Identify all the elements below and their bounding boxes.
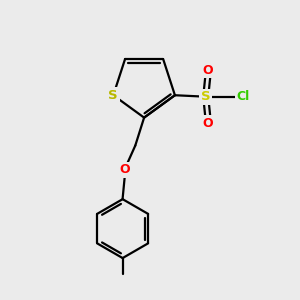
- Text: O: O: [202, 64, 213, 77]
- Text: O: O: [120, 163, 130, 176]
- Text: S: S: [109, 89, 118, 102]
- Text: S: S: [201, 90, 211, 103]
- Text: Cl: Cl: [236, 90, 249, 103]
- Text: O: O: [202, 117, 213, 130]
